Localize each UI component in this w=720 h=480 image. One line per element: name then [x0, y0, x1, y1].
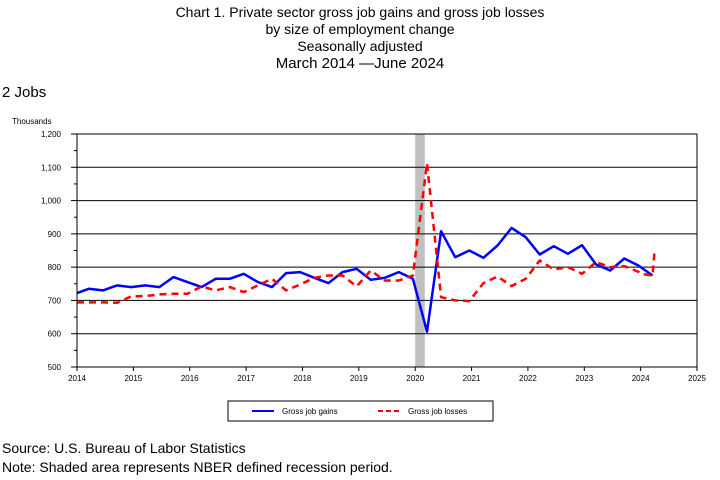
- y-tick-label: 900: [48, 230, 62, 239]
- x-tick-label: 2022: [519, 374, 537, 383]
- x-tick-label: 2025: [688, 374, 706, 383]
- x-tick-label: 2020: [406, 374, 424, 383]
- x-tick-label: 2015: [124, 374, 142, 383]
- chart-subtitle: 2 Jobs: [2, 84, 47, 101]
- y-tick-label: 1,200: [41, 130, 62, 139]
- y-tick-label: 800: [48, 263, 62, 272]
- x-tick-label: 2016: [181, 374, 199, 383]
- chart-title-line3: Seasonally adjusted: [297, 38, 423, 54]
- series-gross-job-gains: [76, 226, 654, 333]
- y-tick-label: 1,100: [41, 163, 62, 172]
- x-tick-label: 2014: [68, 374, 86, 383]
- series-gross-job-losses: [77, 162, 656, 305]
- recession-note: Note: Shaded area represents NBER define…: [2, 459, 393, 475]
- y-tick-label: 600: [48, 330, 62, 339]
- x-tick-label: 2023: [575, 374, 593, 383]
- chart-title: Chart 1. Private sector gross job gains …: [175, 4, 545, 20]
- y-tick-label: 700: [48, 296, 62, 305]
- plot-frame: [76, 133, 698, 368]
- x-tick-label: 2018: [294, 374, 312, 383]
- chart-date-range: March 2014 —June 2024: [275, 55, 445, 72]
- x-tick-label: 2019: [350, 374, 368, 383]
- y-units-label: Thousands: [12, 117, 52, 126]
- y-tick-label: 500: [48, 363, 62, 372]
- x-tick-label: 2017: [237, 374, 255, 383]
- x-tick-label: 2021: [463, 374, 481, 383]
- source-note: Source: U.S. Bureau of Labor Statistics: [2, 440, 246, 456]
- legend-label-losses: Gross job losses: [408, 407, 467, 416]
- legend-box: [227, 400, 494, 422]
- recession-shading: [415, 134, 425, 367]
- legend-label-gains: Gross job gains: [282, 407, 338, 416]
- x-tick-label: 2024: [632, 374, 650, 383]
- y-tick-label: 1,000: [41, 197, 62, 206]
- chart-title-line2: by size of employment change: [265, 21, 455, 37]
- chart-title-block: Chart 1. Private sector gross job gains …: [0, 4, 720, 73]
